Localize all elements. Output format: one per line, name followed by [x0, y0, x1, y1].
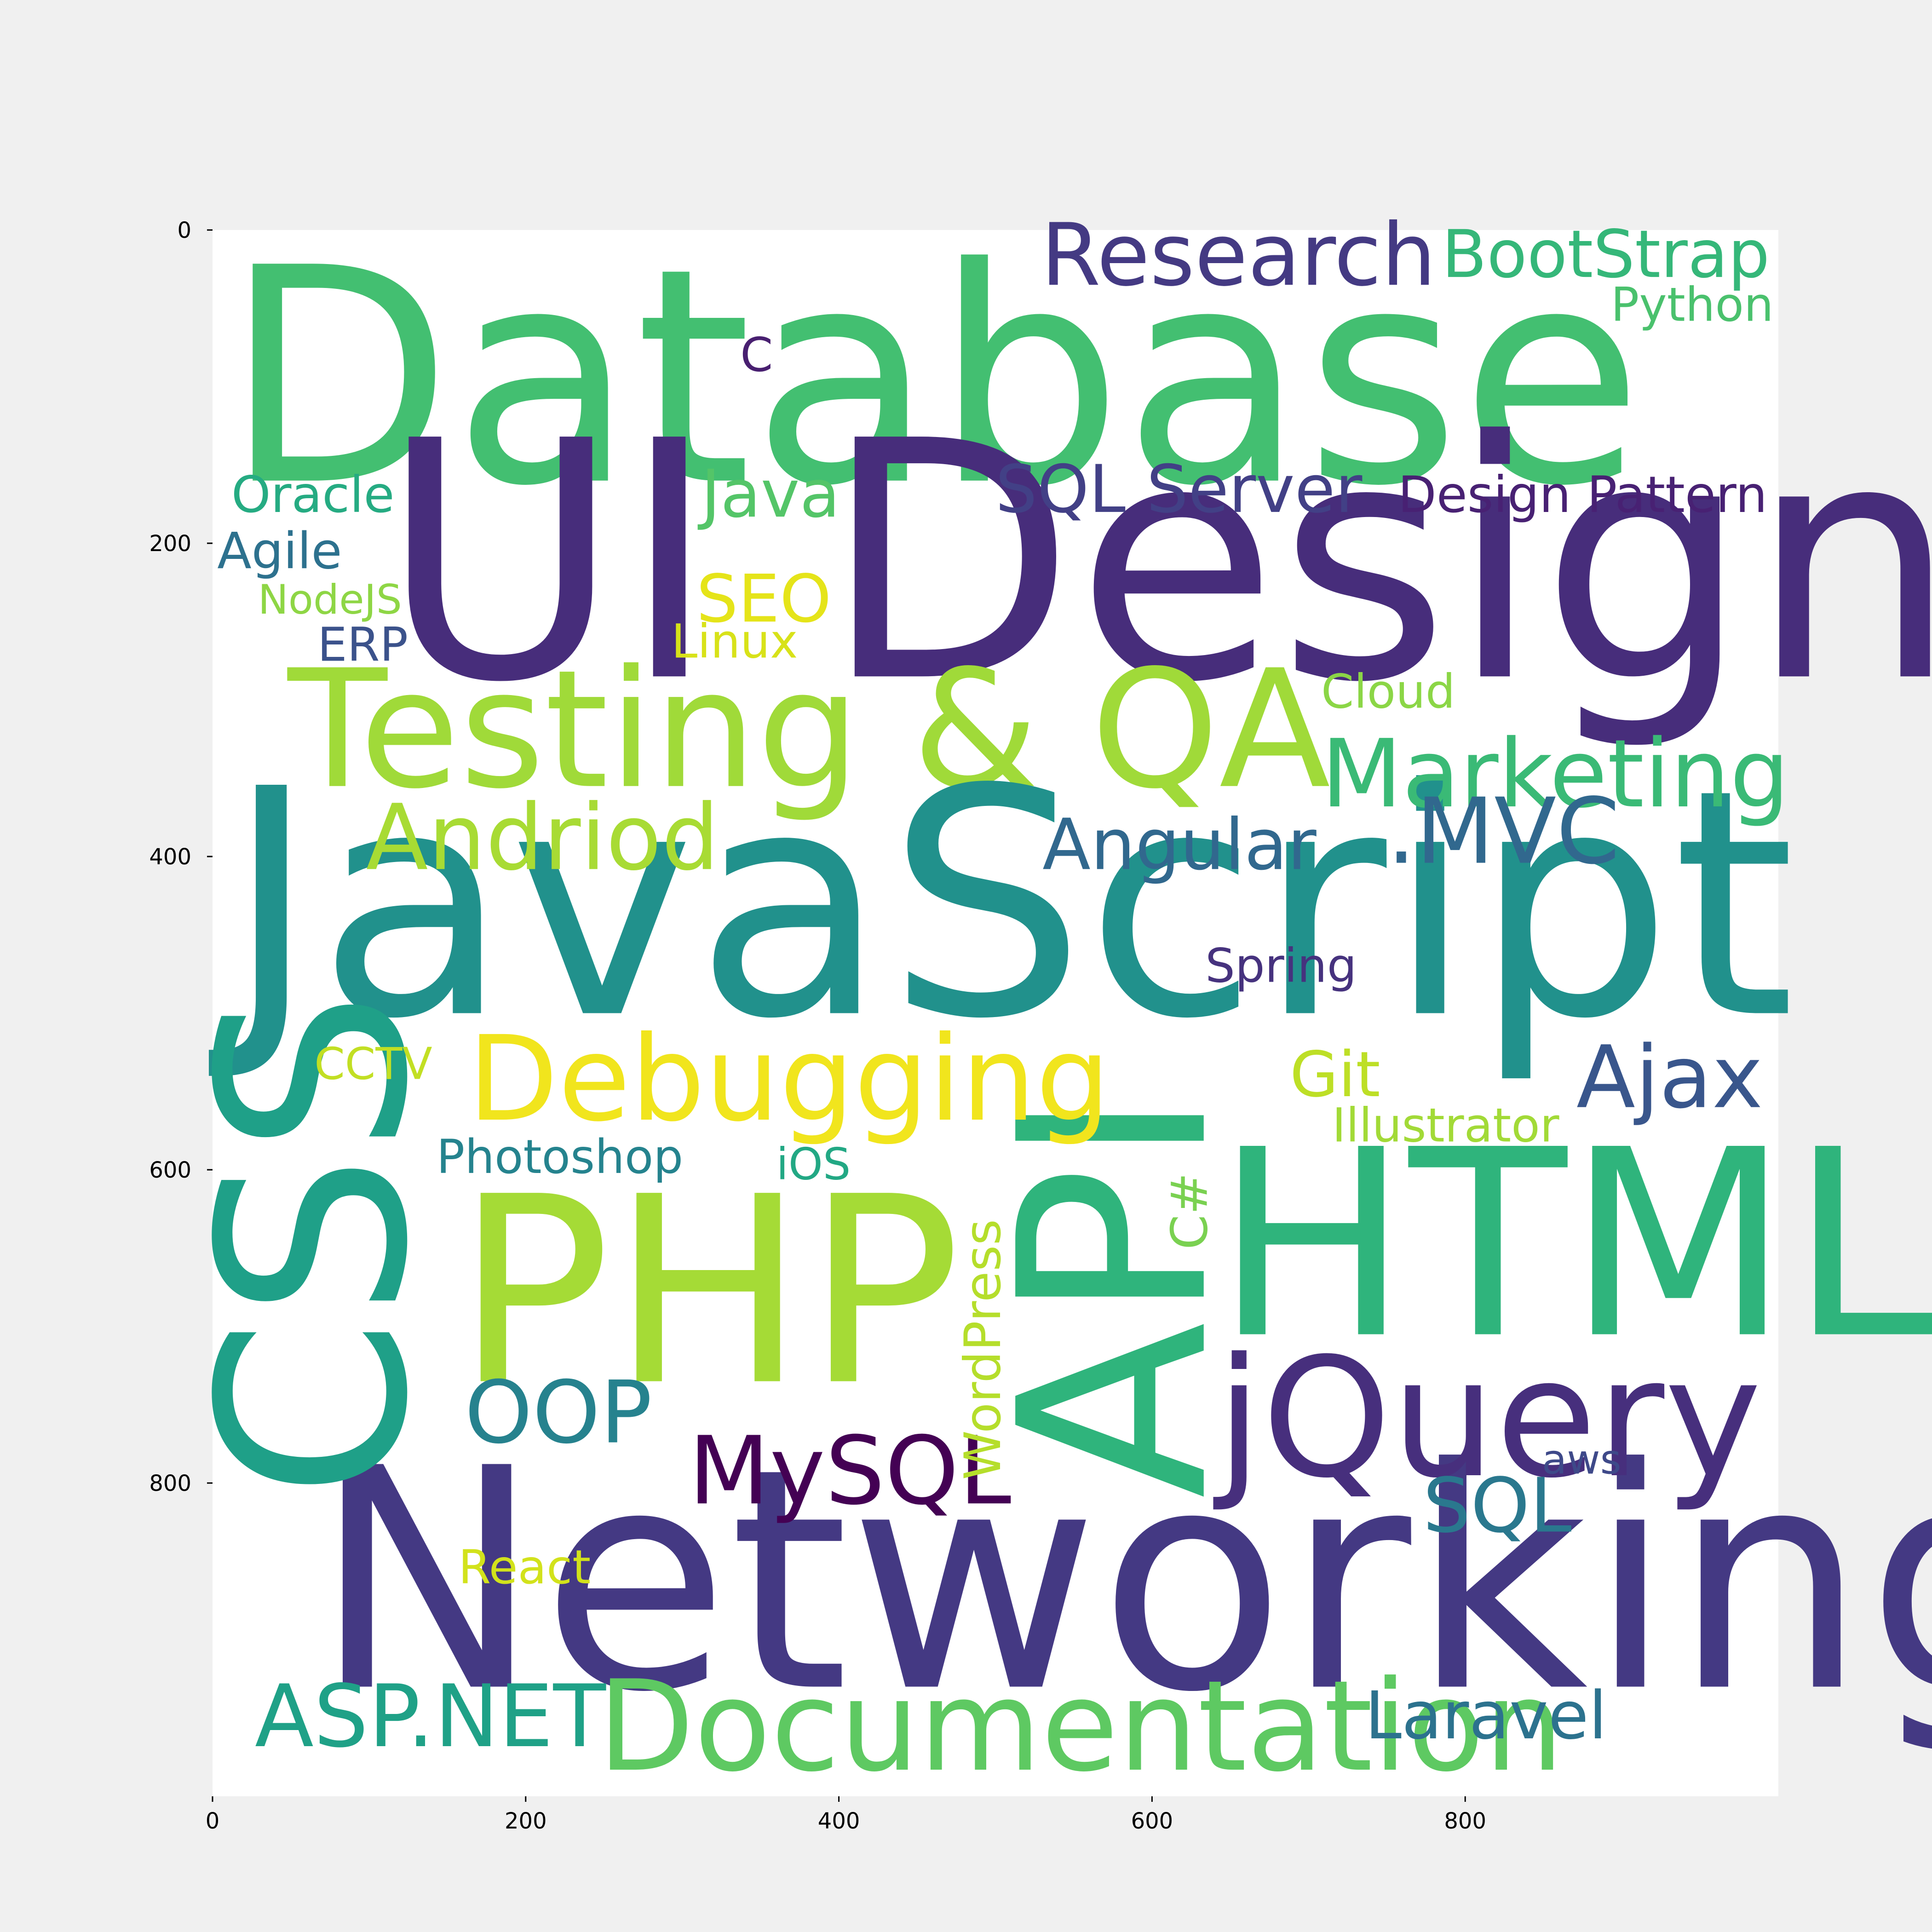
word-python: Python: [1611, 277, 1774, 332]
x-tick-label: 600: [1131, 1808, 1173, 1834]
word-erp: ERP: [317, 617, 408, 672]
word-javascript: JavaScript: [206, 723, 1795, 1087]
word-mysql: MySQL: [689, 1416, 1011, 1526]
word-c: C: [740, 328, 773, 382]
word-react: React: [458, 1540, 591, 1595]
word-mvc: .MVC: [1387, 779, 1620, 885]
word-bootstrap: BootStrap: [1442, 216, 1770, 293]
word-aws: aws: [1542, 1436, 1622, 1484]
word-database: Database: [224, 205, 1644, 551]
x-tick-label: 400: [818, 1808, 860, 1834]
word-api: API: [965, 1090, 1265, 1499]
word-linux: Linux: [671, 615, 798, 669]
word-testing-qa: Testing & QA: [285, 635, 1331, 825]
word-ios: iOS: [776, 1139, 851, 1190]
word-documentation: Documentation: [598, 1654, 1564, 1800]
plot-area: [213, 230, 1778, 1796]
word-php: PHP: [455, 1142, 961, 1443]
y-axis-ticks: 0 200 400 600 800: [149, 218, 213, 1496]
x-tick-label: 800: [1444, 1808, 1486, 1834]
word-networking: Networking: [313, 1403, 1932, 1759]
word-research: Research: [1041, 205, 1436, 305]
word-java: Java: [697, 455, 840, 532]
word-ui-design: UI Design: [380, 371, 1932, 754]
word-cctv: CCTV: [314, 1039, 432, 1090]
y-tick-label: 400: [149, 844, 191, 870]
word-html: HTML: [1215, 1095, 1932, 1396]
word-laravel: Laravel: [1365, 1677, 1607, 1754]
word-spring: Spring: [1205, 938, 1357, 993]
x-tick-label: 200: [505, 1808, 547, 1834]
word-design-pattern: Design Pattern: [1398, 466, 1767, 524]
word-illustrator: Illustrator: [1332, 1098, 1559, 1153]
word-css: CSS: [164, 990, 465, 1499]
word-oop: OOP: [465, 1363, 652, 1463]
y-tick-label: 600: [149, 1157, 191, 1183]
y-tick-label: 800: [149, 1471, 191, 1496]
word-marketing: Marketing: [1321, 719, 1789, 829]
x-tick-label: 0: [206, 1808, 220, 1834]
word-asp-net: ASP.NET: [255, 1667, 606, 1767]
word-wordpress: WordPress: [954, 1219, 1012, 1480]
word-jquery: jQuery: [1211, 1323, 1762, 1514]
word-photoshop: Photoshop: [437, 1130, 683, 1184]
word-sql: SQL: [1423, 1462, 1571, 1550]
word-git: Git: [1290, 1039, 1380, 1111]
word-angular: Angular: [1042, 804, 1317, 886]
word-agile: Agile: [217, 522, 342, 580]
word-cloud: Cloud: [1321, 665, 1455, 719]
word-oracle: Oracle: [231, 466, 395, 524]
word-debugging: Debugging: [468, 1011, 1110, 1148]
word-sql-server: SQL Server: [995, 451, 1363, 528]
word-nodejs: NodeJS: [258, 576, 402, 623]
word-andriod: Andriod: [366, 785, 719, 891]
word-ajax: Ajax: [1576, 1028, 1763, 1128]
y-tick-label: 200: [149, 531, 191, 557]
word-seo: SEO: [696, 560, 832, 637]
y-tick-label: 0: [177, 218, 191, 243]
x-axis-ticks: 0 200 400 600 800: [206, 1796, 1486, 1834]
word-c: C#: [1161, 1173, 1219, 1249]
